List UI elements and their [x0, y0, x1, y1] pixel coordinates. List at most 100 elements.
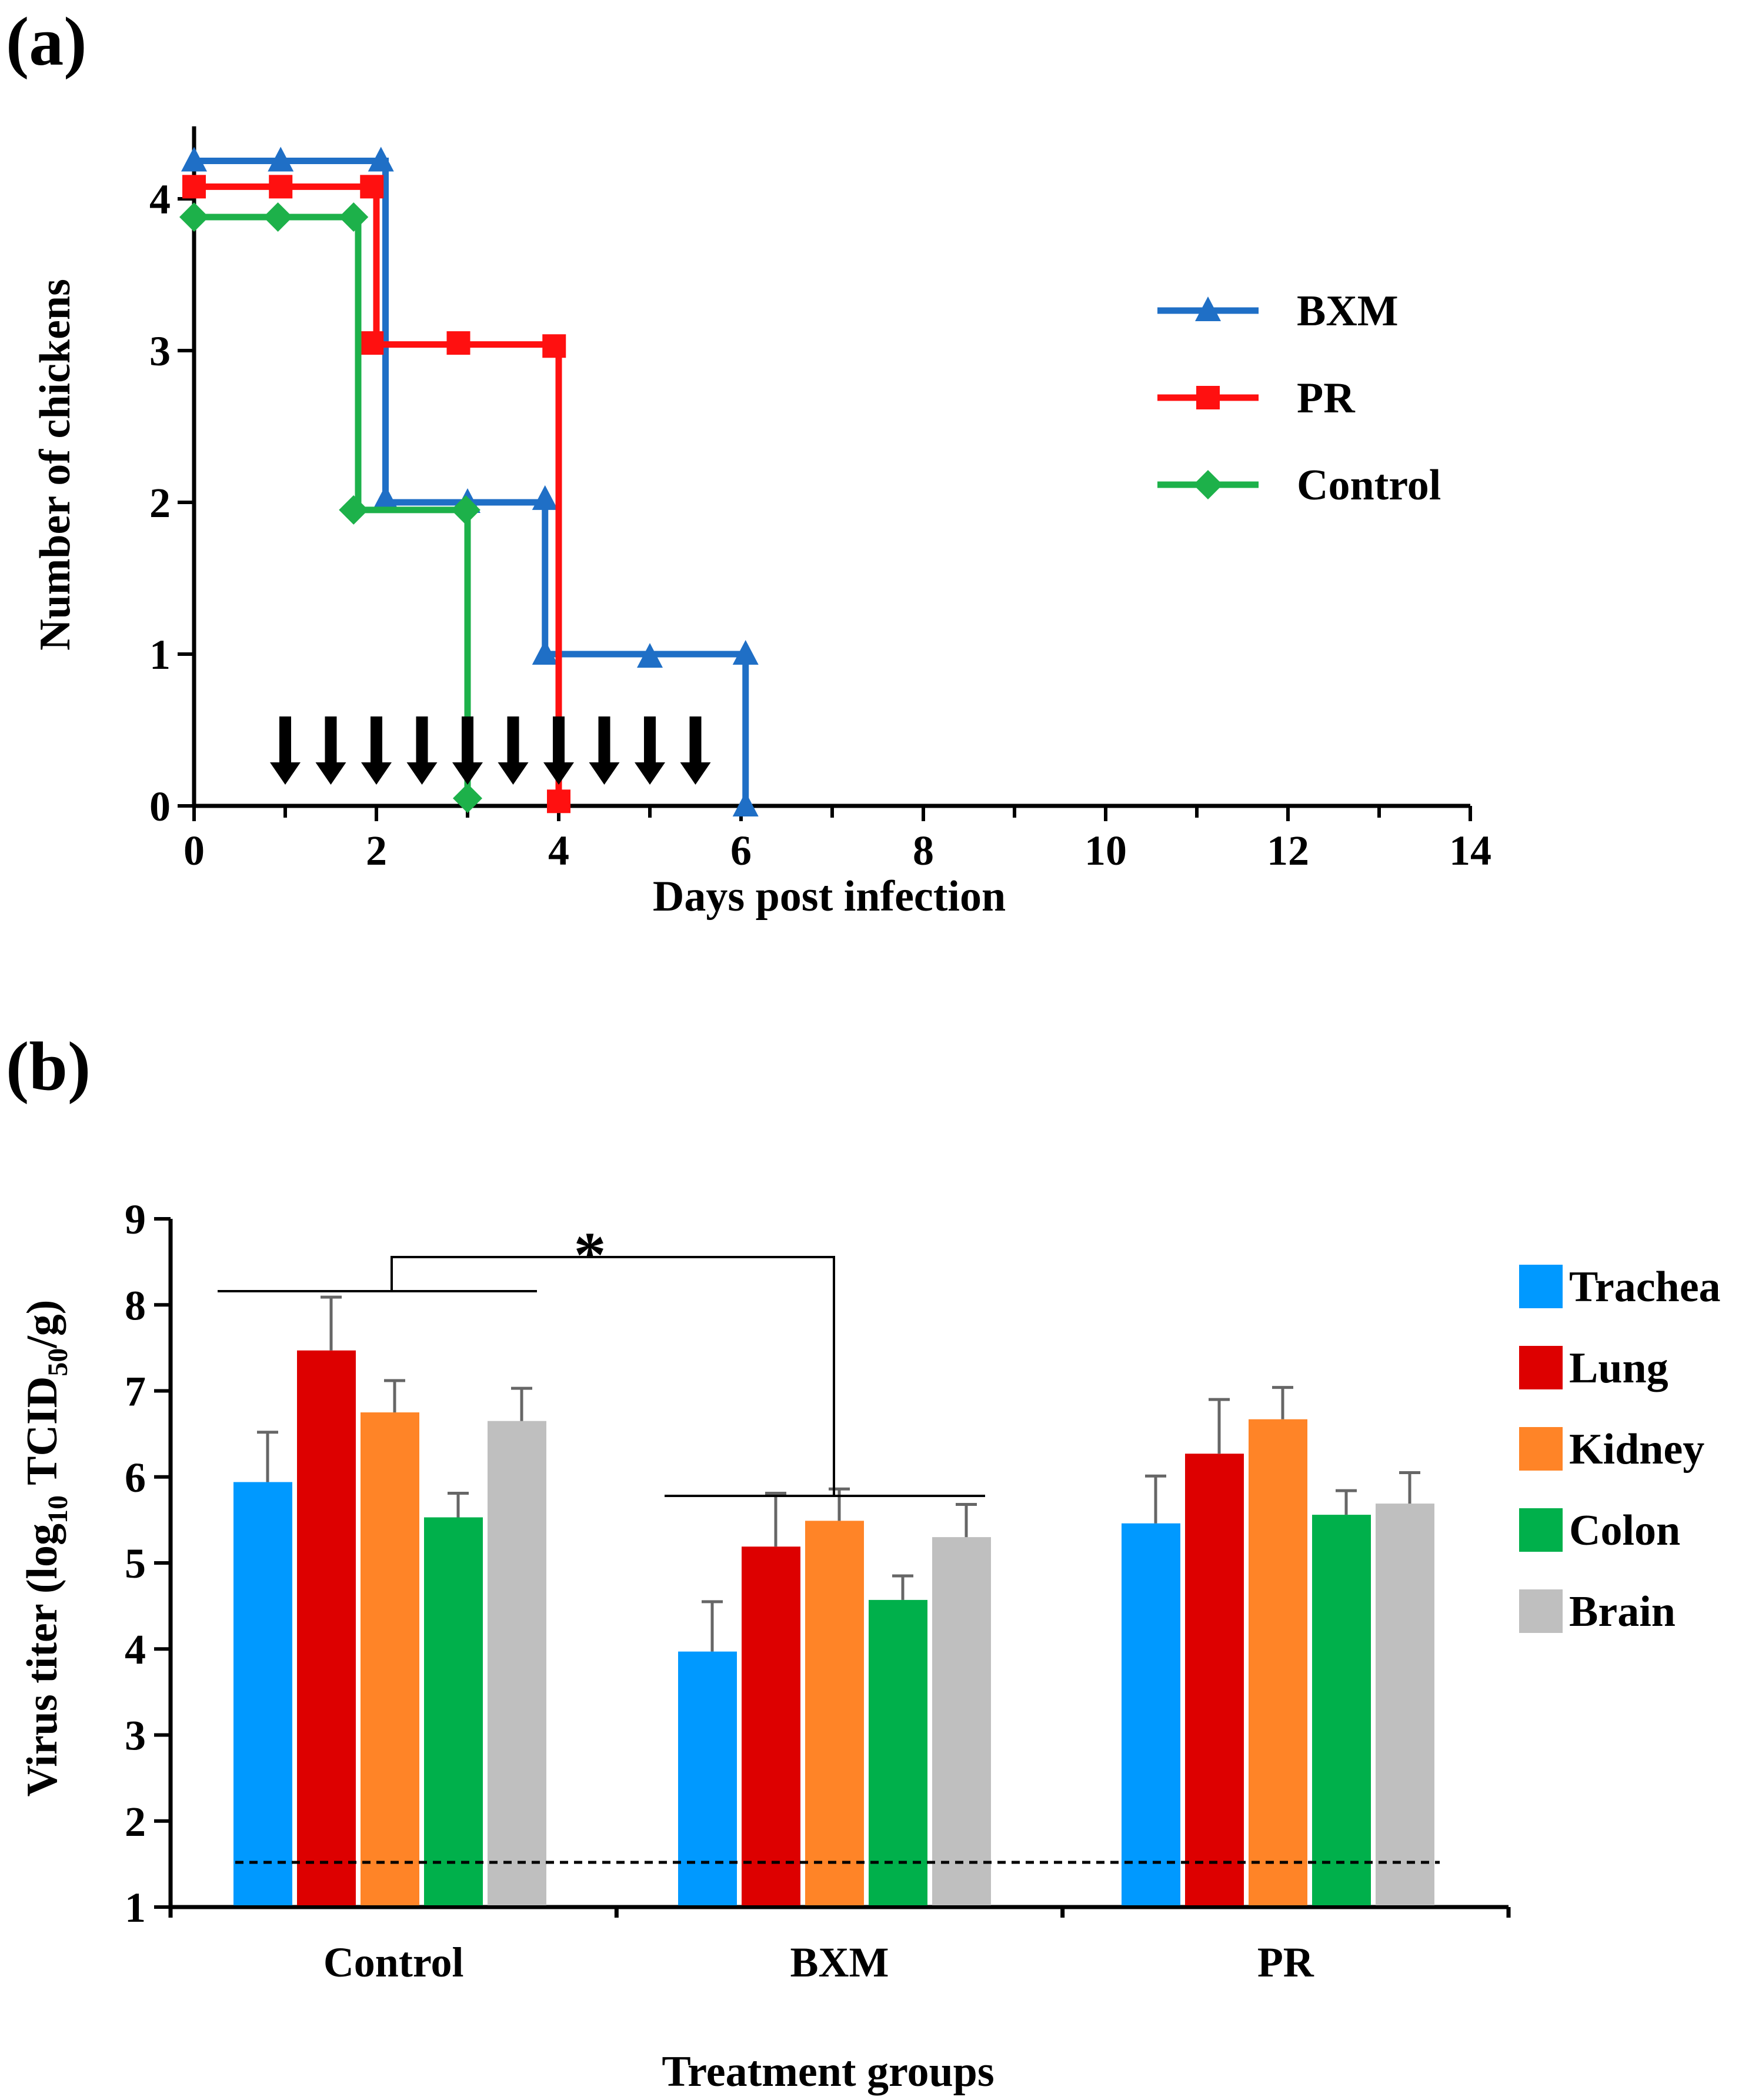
data-point-control — [453, 784, 482, 814]
bar-trachea — [1122, 1523, 1180, 1905]
treatment-arrow — [406, 716, 438, 785]
treatment-arrow — [270, 716, 301, 785]
bar-trachea — [233, 1482, 292, 1905]
y-tick-label: 4 — [125, 1626, 146, 1673]
data-point-bxm — [268, 146, 294, 172]
titer-bars — [233, 1295, 1440, 1905]
panel-a-label: (a) — [6, 3, 87, 80]
data-point-control — [263, 202, 293, 232]
bar-brain — [488, 1421, 546, 1905]
titer-y-axis-title: Virus titer (log10 TCID50/g) — [18, 1300, 74, 1797]
data-point-bxm — [532, 640, 558, 665]
bar-lung — [742, 1546, 800, 1905]
legend-label-lung: Lung — [1569, 1344, 1668, 1392]
legend-marker-bxm — [1195, 296, 1221, 321]
x-tick-label: 6 — [730, 827, 752, 874]
treatment-arrow — [498, 716, 529, 785]
legend-label-colon: Colon — [1569, 1506, 1680, 1555]
legend-marker-pr — [1196, 386, 1220, 409]
y-tick-label: 5 — [125, 1540, 146, 1587]
data-point-bxm — [368, 146, 394, 172]
bar-kidney — [805, 1521, 864, 1905]
data-point-control — [339, 202, 369, 232]
data-point-pr — [360, 331, 384, 355]
y-tick-label: 1 — [149, 631, 171, 678]
survival-x-axis-title: Days post infection — [653, 872, 1006, 921]
survival-legend: BXM PR Control — [1157, 287, 1441, 509]
data-point-bxm — [532, 485, 558, 510]
data-point-bxm — [732, 792, 759, 816]
data-point-pr — [542, 334, 566, 358]
treatment-arrow — [589, 716, 620, 785]
data-point-control — [339, 495, 369, 525]
survival-y-axis-title: Number of chickens — [31, 279, 79, 651]
bar-lung — [1185, 1454, 1244, 1905]
titer-legend: Trachea Lung Kidney Colon Brain — [1519, 1263, 1721, 1636]
x-category-label: Control — [323, 1939, 464, 1986]
legend-label-control: Control — [1297, 461, 1441, 509]
legend-marker-control — [1193, 470, 1223, 499]
ylabel-sub2: 50 — [42, 1348, 74, 1376]
treatment-arrow — [635, 716, 665, 785]
titer-x-axis-title: Treatment groups — [662, 2048, 994, 2096]
ylabel-sub: 10 — [42, 1495, 74, 1524]
legend-label-kidney: Kidney — [1569, 1425, 1704, 1474]
data-point-control — [179, 202, 209, 232]
x-tick-label: 12 — [1267, 827, 1309, 874]
treatment-arrow — [452, 716, 483, 785]
virus-titer-chart: 1 2 3 4 5 6 7 8 9 Control BXM PR * Treatment groups… — [18, 1196, 1721, 2096]
y-tick-label: 0 — [149, 783, 171, 830]
y-tick-label: 7 — [125, 1368, 146, 1415]
data-point-pr — [182, 175, 206, 199]
data-point-pr — [269, 175, 293, 199]
legend-swatch-brain — [1519, 1589, 1563, 1633]
treatment-arrow — [680, 716, 711, 785]
bar-kidney — [361, 1412, 419, 1905]
series-line-pr — [194, 183, 562, 806]
data-point-pr — [547, 789, 570, 814]
y-tick-label: 3 — [125, 1712, 146, 1759]
ylabel-main: Virus titer (log — [18, 1524, 66, 1796]
treatment-arrow — [361, 716, 392, 785]
y-tick-label: 9 — [125, 1196, 146, 1243]
legend-label-trachea: Trachea — [1569, 1263, 1721, 1311]
data-point-control — [450, 495, 480, 525]
treatment-arrow — [315, 716, 346, 785]
data-point-bxm — [637, 643, 663, 668]
x-category-label: BXM — [790, 1939, 889, 1986]
x-tick-label: 10 — [1084, 827, 1127, 874]
y-tick-label: 4 — [149, 176, 171, 223]
significance-bracket: * — [218, 1219, 985, 1497]
x-tick-label: 2 — [366, 827, 387, 874]
x-tick-label: 8 — [913, 827, 934, 874]
bar-lung — [297, 1350, 356, 1905]
ylabel-mid: TCID — [18, 1376, 66, 1495]
legend-swatch-kidney — [1519, 1427, 1563, 1471]
panel-b-label: (b) — [6, 1028, 91, 1105]
y-tick-label: 2 — [125, 1798, 146, 1845]
y-tick-label: 1 — [125, 1884, 146, 1931]
bar-colon — [869, 1599, 927, 1905]
titer-axes: 1 2 3 4 5 6 7 8 9 Control BXM PR — [125, 1196, 1511, 1986]
bracket-connector — [391, 1256, 835, 1496]
legend-swatch-trachea — [1519, 1265, 1563, 1308]
data-point-pr — [446, 331, 470, 355]
y-tick-label: 2 — [149, 479, 171, 526]
legend-label-bxm: BXM — [1297, 287, 1399, 335]
data-point-bxm — [181, 146, 207, 172]
bar-brain — [932, 1537, 991, 1905]
data-point-bxm — [732, 640, 759, 665]
bar-trachea — [678, 1651, 737, 1905]
ylabel-end: /g) — [18, 1300, 66, 1349]
treatment-arrow — [543, 716, 574, 785]
x-tick-label: 4 — [548, 827, 569, 874]
x-tick-label: 14 — [1449, 827, 1491, 874]
bar-colon — [424, 1517, 483, 1905]
data-point-bxm — [372, 485, 399, 510]
data-point-pr — [360, 175, 384, 199]
treatment-arrows — [270, 716, 711, 785]
y-tick-label: 3 — [149, 328, 171, 375]
legend-label-pr: PR — [1297, 374, 1356, 422]
